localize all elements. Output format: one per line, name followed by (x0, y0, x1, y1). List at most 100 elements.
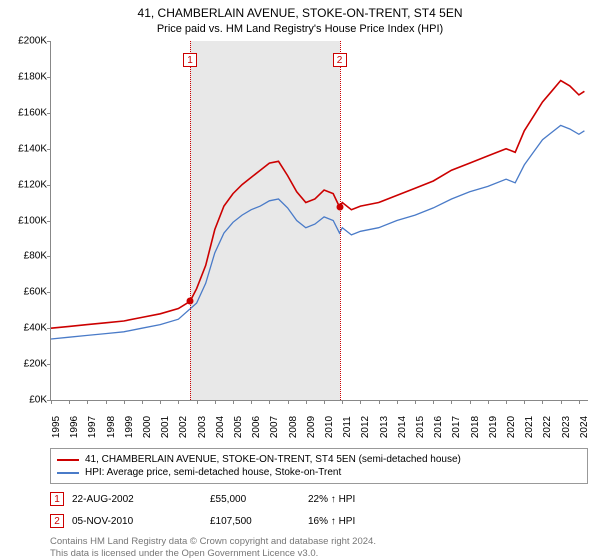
x-axis-tick: 2003 (197, 416, 208, 438)
x-axis-tick: 2000 (142, 416, 153, 438)
x-axis-tick: 2010 (324, 416, 335, 438)
footnote-line: This data is licensed under the Open Gov… (50, 548, 588, 560)
x-axis-tick-mark (197, 400, 198, 404)
legend-label: 41, CHAMBERLAIN AVENUE, STOKE-ON-TRENT, … (85, 454, 461, 465)
x-axis-tick-mark (106, 400, 107, 404)
y-axis-tick-mark (47, 256, 51, 257)
x-axis-tick: 2005 (233, 416, 244, 438)
y-axis-tick: £120K (3, 179, 47, 190)
sale-row: 1 22-AUG-2002 £55,000 22% ↑ HPI (50, 492, 588, 506)
x-axis-tick-mark (51, 400, 52, 404)
x-axis-tick-mark (342, 400, 343, 404)
legend-swatch (57, 472, 79, 474)
y-axis-tick-mark (47, 364, 51, 365)
x-axis-tick-mark (69, 400, 70, 404)
x-axis-tick-mark (579, 400, 580, 404)
x-axis-tick-mark (379, 400, 380, 404)
x-axis-tick: 2008 (288, 416, 299, 438)
x-axis-tick-mark (451, 400, 452, 404)
x-axis-tick-mark (124, 400, 125, 404)
x-axis-tick: 2004 (215, 416, 226, 438)
marker-badge: 2 (333, 53, 347, 67)
sale-date: 05-NOV-2010 (72, 516, 202, 527)
y-axis-tick: £180K (3, 71, 47, 82)
x-axis-tick: 2002 (178, 416, 189, 438)
x-axis-tick-mark (269, 400, 270, 404)
sale-delta: 16% ↑ HPI (308, 516, 355, 527)
x-axis-tick-mark (360, 400, 361, 404)
marker-dot (187, 298, 194, 305)
x-axis-tick-mark (488, 400, 489, 404)
sale-price: £107,500 (210, 516, 300, 527)
x-axis-tick: 2009 (306, 416, 317, 438)
x-axis-tick-mark (542, 400, 543, 404)
y-axis-tick-mark (47, 328, 51, 329)
x-axis-tick-mark (233, 400, 234, 404)
legend: 41, CHAMBERLAIN AVENUE, STOKE-ON-TRENT, … (50, 448, 588, 484)
marker-dot (336, 204, 343, 211)
chart-footer: 41, CHAMBERLAIN AVENUE, STOKE-ON-TRENT, … (50, 448, 588, 560)
y-axis-tick-mark (47, 113, 51, 114)
y-axis-tick: £80K (3, 251, 47, 262)
x-axis-tick-mark (524, 400, 525, 404)
x-axis-tick-mark (215, 400, 216, 404)
footnote: Contains HM Land Registry data © Crown c… (50, 536, 588, 560)
x-axis-tick-mark (415, 400, 416, 404)
y-axis-tick-mark (47, 149, 51, 150)
legend-item: HPI: Average price, semi-detached house,… (57, 466, 581, 479)
x-axis-tick: 2006 (251, 416, 262, 438)
x-axis-tick: 2018 (470, 416, 481, 438)
footnote-line: Contains HM Land Registry data © Crown c… (50, 536, 588, 548)
x-axis-tick: 2012 (360, 416, 371, 438)
legend-item: 41, CHAMBERLAIN AVENUE, STOKE-ON-TRENT, … (57, 453, 581, 466)
sale-date: 22-AUG-2002 (72, 494, 202, 505)
legend-label: HPI: Average price, semi-detached house,… (85, 467, 341, 478)
x-axis-tick: 2013 (379, 416, 390, 438)
x-axis-tick: 2019 (488, 416, 499, 438)
x-axis-tick: 1998 (106, 416, 117, 438)
series-line-price_paid (51, 81, 584, 329)
chart-title: 41, CHAMBERLAIN AVENUE, STOKE-ON-TRENT, … (0, 0, 600, 20)
x-axis-tick: 2007 (269, 416, 280, 438)
y-axis-tick: £40K (3, 323, 47, 334)
marker-line (340, 41, 341, 400)
x-axis-tick-mark (142, 400, 143, 404)
x-axis-tick: 2015 (415, 416, 426, 438)
x-axis-tick-mark (397, 400, 398, 404)
x-axis-tick: 2022 (542, 416, 553, 438)
y-axis-tick-mark (47, 185, 51, 186)
x-axis-tick-mark (288, 400, 289, 404)
marker-line (190, 41, 191, 400)
sale-delta: 22% ↑ HPI (308, 494, 355, 505)
x-axis-tick-mark (506, 400, 507, 404)
x-axis-tick-mark (433, 400, 434, 404)
y-axis-tick: £140K (3, 143, 47, 154)
y-axis-tick: £60K (3, 287, 47, 298)
sale-marker: 2 (50, 514, 64, 528)
sale-marker: 1 (50, 492, 64, 506)
x-axis-tick-mark (324, 400, 325, 404)
series-line-hpi (51, 125, 584, 339)
x-axis-tick: 2014 (397, 416, 408, 438)
sale-price: £55,000 (210, 494, 300, 505)
x-axis-tick: 2011 (342, 416, 353, 438)
x-axis-tick: 2016 (433, 416, 444, 438)
y-axis-tick-mark (47, 77, 51, 78)
x-axis-tick-mark (251, 400, 252, 404)
x-axis-tick: 2023 (561, 416, 572, 438)
x-axis-tick: 2020 (506, 416, 517, 438)
y-axis-tick-mark (47, 292, 51, 293)
x-axis-tick-mark (178, 400, 179, 404)
y-axis-tick: £0K (3, 395, 47, 406)
x-axis-tick: 2024 (579, 416, 590, 438)
x-axis-tick-mark (160, 400, 161, 404)
marker-badge: 1 (183, 53, 197, 67)
x-axis-tick-mark (470, 400, 471, 404)
x-axis-tick-mark (306, 400, 307, 404)
y-axis-tick: £100K (3, 215, 47, 226)
y-axis-tick: £160K (3, 107, 47, 118)
x-axis-tick-mark (87, 400, 88, 404)
y-axis-tick: £200K (3, 36, 47, 47)
y-axis-tick-mark (47, 221, 51, 222)
x-axis-tick: 2001 (160, 416, 171, 438)
